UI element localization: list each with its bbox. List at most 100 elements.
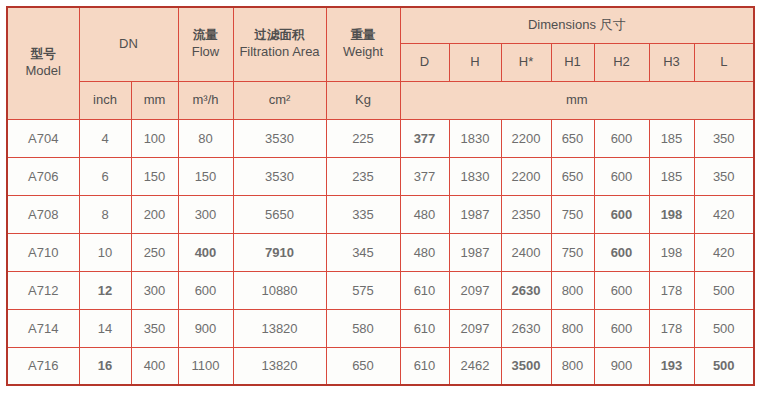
value-cell: 2630 [501,271,551,309]
table-row: A714 14 350 900 13820 580 610 2097 2630 … [7,309,754,347]
value-cell: 2200 [501,119,551,157]
value-cell: 1987 [449,195,501,233]
header-weight-en: Weight [329,44,398,60]
value-cell: 350 [131,309,178,347]
value-cell: 3500 [501,347,551,385]
header-flow-en: Flow [181,44,231,60]
value-cell: 198 [649,195,694,233]
value-cell: 377 [400,119,449,157]
value-cell: 2350 [501,195,551,233]
value-cell: 580 [326,309,400,347]
value-cell: 500 [694,347,754,385]
header-dim-h3: H3 [649,43,694,81]
header-flow-zh: 流量 [181,28,231,44]
value-cell: 8 [79,195,131,233]
value-cell: 610 [400,347,449,385]
value-cell: 400 [178,233,233,271]
value-cell: 2630 [501,309,551,347]
value-cell: 1830 [449,119,501,157]
unit-inch: inch [79,81,131,119]
value-cell: 400 [131,347,178,385]
value-cell: 650 [326,347,400,385]
value-cell: 900 [178,309,233,347]
value-cell: 750 [551,233,594,271]
value-cell: 2200 [501,157,551,195]
value-cell: 300 [178,195,233,233]
value-cell: 185 [649,157,694,195]
value-cell: 800 [551,271,594,309]
value-cell: 100 [131,119,178,157]
model-cell: A716 [7,347,79,385]
value-cell: 150 [131,157,178,195]
value-cell: 800 [551,347,594,385]
value-cell: 600 [594,119,649,157]
unit-flow: m³/h [178,81,233,119]
model-cell: A706 [7,157,79,195]
value-cell: 235 [326,157,400,195]
value-cell: 600 [594,233,649,271]
table-row: A704 4 100 80 3530 225 377 1830 2200 650… [7,119,754,157]
value-cell: 480 [400,233,449,271]
value-cell: 377 [400,157,449,195]
value-cell: 350 [694,119,754,157]
value-cell: 178 [649,309,694,347]
value-cell: 2097 [449,271,501,309]
value-cell: 800 [551,309,594,347]
header-filtration-en: Filtration Area [236,44,324,60]
value-cell: 80 [178,119,233,157]
value-cell: 650 [551,157,594,195]
value-cell: 4 [79,119,131,157]
spec-table: 型号 Model DN 流量 Flow 过滤面积 Filtration Area… [6,6,755,386]
header-model-zh: 型号 [10,47,77,63]
value-cell: 600 [594,271,649,309]
model-cell: A708 [7,195,79,233]
value-cell: 420 [694,233,754,271]
value-cell: 2097 [449,309,501,347]
value-cell: 185 [649,119,694,157]
value-cell: 150 [178,157,233,195]
value-cell: 1100 [178,347,233,385]
header-model: 型号 Model [7,7,79,119]
value-cell: 5650 [233,195,326,233]
model-cell: A712 [7,271,79,309]
table-row: A706 6 150 150 3530 235 377 1830 2200 65… [7,157,754,195]
table-row: A716 16 400 1100 13820 650 610 2462 3500… [7,347,754,385]
header-filtration-zh: 过滤面积 [236,28,324,44]
value-cell: 500 [694,271,754,309]
unit-mm: mm [131,81,178,119]
header-flow: 流量 Flow [178,7,233,81]
header-filtration-area: 过滤面积 Filtration Area [233,7,326,81]
value-cell: 1830 [449,157,501,195]
header-dim-l: L [694,43,754,81]
table-row: A712 12 300 600 10880 575 610 2097 2630 … [7,271,754,309]
value-cell: 250 [131,233,178,271]
table-row: A708 8 200 300 5650 335 480 1987 2350 75… [7,195,754,233]
header-weight-zh: 重量 [329,28,398,44]
value-cell: 750 [551,195,594,233]
value-cell: 2400 [501,233,551,271]
unit-area: cm² [233,81,326,119]
header-dim-h2: H2 [594,43,649,81]
header-dim-hstar: H* [501,43,551,81]
value-cell: 610 [400,271,449,309]
value-cell: 12 [79,271,131,309]
value-cell: 2462 [449,347,501,385]
value-cell: 3530 [233,119,326,157]
value-cell: 7910 [233,233,326,271]
header-dim-d: D [400,43,449,81]
value-cell: 575 [326,271,400,309]
value-cell: 10880 [233,271,326,309]
value-cell: 225 [326,119,400,157]
value-cell: 3530 [233,157,326,195]
value-cell: 13820 [233,347,326,385]
unit-weight: Kg [326,81,400,119]
table-row: A710 10 250 400 7910 345 480 1987 2400 7… [7,233,754,271]
value-cell: 193 [649,347,694,385]
model-cell: A710 [7,233,79,271]
value-cell: 13820 [233,309,326,347]
value-cell: 500 [694,309,754,347]
header-dn: DN [79,7,178,81]
value-cell: 350 [694,157,754,195]
value-cell: 345 [326,233,400,271]
header-dim-h: H [449,43,501,81]
